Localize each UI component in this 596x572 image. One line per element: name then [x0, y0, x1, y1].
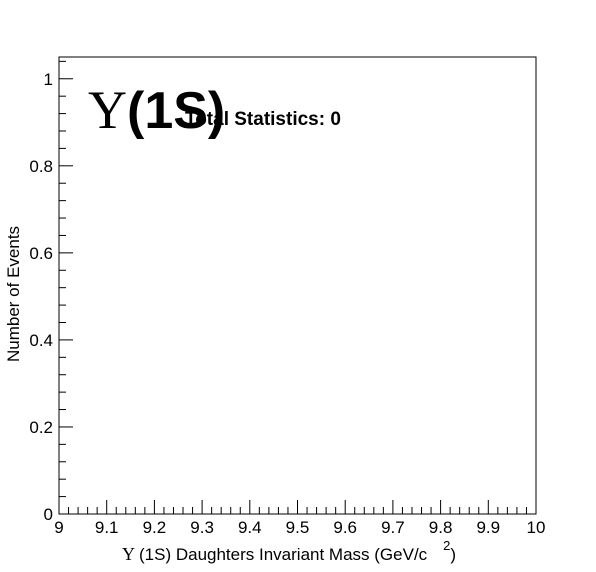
y-tick-label: 1 [44, 70, 53, 89]
y-tick-label: 0.6 [29, 244, 53, 263]
x-tick-label: 10 [527, 518, 546, 537]
x-tick-label: 9.7 [381, 518, 405, 537]
x-tick-label: 9 [54, 518, 63, 537]
x-tick-label: 9.2 [143, 518, 167, 537]
y-tick-label: 0.4 [29, 331, 53, 350]
x-axis-ticks [59, 500, 536, 514]
x-tick-label: 9.3 [190, 518, 214, 537]
xlabel-text: (1S) Daughters Invariant Mass (GeV/c [139, 545, 428, 564]
x-tick-label: 9.1 [95, 518, 119, 537]
x-axis-tick-labels: 9 9.1 9.2 9.3 9.4 9.5 9.6 9.7 9.8 9.9 10 [54, 518, 545, 537]
x-tick-label: 9.5 [286, 518, 310, 537]
xlabel-superscript: 2 [443, 538, 450, 553]
x-axis-title: Υ (1S) Daughters Invariant Mass (GeV/c 2) [122, 538, 456, 564]
xlabel-close: ) [450, 545, 456, 564]
title-upsilon-symbol: Υ [88, 80, 127, 140]
y-axis-ticks [59, 61, 73, 514]
y-tick-label: 0 [44, 505, 53, 524]
x-tick-label: 9.4 [238, 518, 262, 537]
y-axis-tick-labels: 0 0.2 0.4 0.6 0.8 1 [29, 70, 53, 524]
total-statistics-annotation: Total Statistics: 0 [185, 109, 341, 130]
x-tick-label: 9.6 [333, 518, 357, 537]
y-tick-label: 0.2 [29, 418, 53, 437]
y-tick-label: 0.8 [29, 157, 53, 176]
xlabel-upsilon-symbol: Υ [122, 544, 135, 564]
y-axis-title: Number of Events [4, 226, 23, 362]
x-tick-label: 9.8 [429, 518, 453, 537]
x-tick-label: 9.9 [476, 518, 500, 537]
